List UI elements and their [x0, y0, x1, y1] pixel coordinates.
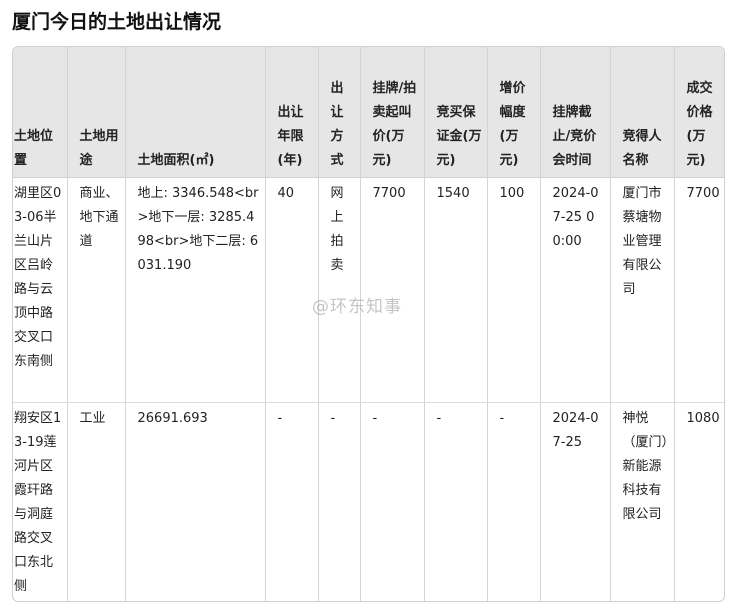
land-transfer-table-container: 土地位置 土地用途 土地面积(㎡) 出让年限(年) 出让方式 挂牌/拍卖起叫价(… [12, 46, 725, 602]
page-title: 厦门今日的土地出让情况 [12, 11, 222, 33]
header-usage: 土地用途 [67, 47, 126, 178]
cell-area: 地上: 3346.548<br>地下一层: 3285.498<br>地下二层: … [125, 177, 266, 403]
cell-method: 网上拍卖 [318, 177, 361, 403]
table-header-row: 土地位置 土地用途 土地面积(㎡) 出让年限(年) 出让方式 挂牌/拍卖起叫价(… [13, 47, 724, 178]
cell-term: - [265, 402, 319, 601]
cell-location: 翔安区13-19莲河片区霞玕路与洞庭路交叉口东北侧 [13, 402, 68, 601]
cell-area: 26691.693 [125, 402, 266, 601]
cell-term: 40 [265, 177, 319, 403]
table-row: 湖里区03-06半兰山片区吕岭路与云顶中路交叉口东南侧 商业、地下通道 地上: … [13, 177, 724, 403]
cell-increment: - [487, 402, 541, 601]
header-increment: 增价幅度(万元) [487, 47, 541, 178]
cell-deal-price: 1080 [686, 411, 720, 426]
header-deadline: 挂牌截止/竞价会时间 [540, 47, 611, 178]
cell-deposit: 1540 [424, 177, 488, 403]
cell-usage: 工业 [67, 402, 126, 601]
cell-start-price: - [360, 402, 425, 601]
table-row: 翔安区13-19莲河片区霞玕路与洞庭路交叉口东北侧 工业 26691.693 -… [13, 402, 724, 601]
cell-winner: 厦门市蔡塘物业管理有限公司 [610, 177, 675, 403]
header-deal-price: 成交价格(万元) [674, 47, 724, 178]
header-term: 出让年限(年) [265, 47, 319, 178]
header-winner: 竞得人名称 [610, 47, 675, 178]
cell-increment: 100 [487, 177, 541, 403]
cell-location: 湖里区03-06半兰山片区吕岭路与云顶中路交叉口东南侧 [13, 177, 68, 403]
header-location: 土地位置 [13, 47, 68, 178]
header-method: 出让方式 [318, 47, 361, 178]
cell-usage: 商业、地下通道 [67, 177, 126, 403]
header-area: 土地面积(㎡) [125, 47, 266, 178]
cell-deadline: 2024-07-25 [540, 402, 611, 601]
cell-start-price: 7700 [360, 177, 425, 403]
weibo-watermark: @环东知事 [312, 297, 402, 317]
header-deposit: 竞买保证金(万元) [424, 47, 488, 178]
cell-winner: 神悦（厦门）新能源科技有限公司 [610, 402, 675, 601]
cell-method: - [318, 402, 361, 601]
land-transfer-table: 土地位置 土地用途 土地面积(㎡) 出让年限(年) 出让方式 挂牌/拍卖起叫价(… [13, 47, 724, 601]
cell-deal-price: 7700 [674, 177, 724, 403]
header-start-price: 挂牌/拍卖起叫价(万元) [360, 47, 425, 178]
cell-deadline: 2024-07-25 00:00 [540, 177, 611, 403]
cell-deposit: - [424, 402, 488, 601]
